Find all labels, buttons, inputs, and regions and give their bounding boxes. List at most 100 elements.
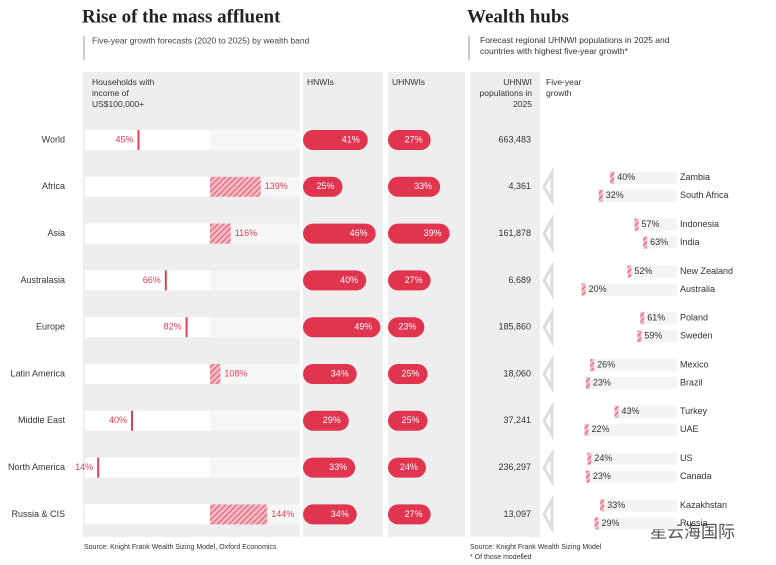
footnote: * Of those modelled <box>470 554 532 561</box>
bar <box>388 457 426 478</box>
bar <box>557 265 632 278</box>
value-label: 23% <box>593 377 611 387</box>
country-label: Turkey <box>680 406 708 416</box>
chevron <box>542 260 554 301</box>
column-header-box: HNWIs <box>307 77 334 87</box>
bar <box>557 359 595 371</box>
row-track <box>85 504 210 525</box>
row-track <box>85 317 210 338</box>
row-track <box>210 317 300 338</box>
subtitle: Forecast regional UHNWI populations in 2… <box>480 35 670 56</box>
category-label: Australasia <box>20 275 65 285</box>
value-label: 66% <box>143 275 161 285</box>
bar <box>210 223 231 244</box>
chevron <box>542 447 554 488</box>
bar <box>388 410 428 431</box>
category-label: Europe <box>36 322 65 332</box>
category-label: Middle East <box>18 415 66 425</box>
category-label: Latin America <box>10 368 65 378</box>
bar-tip <box>600 499 605 512</box>
bar-tip <box>581 283 586 296</box>
country-label: Indonesia <box>680 219 719 229</box>
bar-tip <box>640 312 645 325</box>
value-label: 39% <box>424 228 442 238</box>
country-label: Brazil <box>680 377 703 387</box>
bar <box>388 504 431 525</box>
chevron <box>542 307 554 347</box>
value-label: 139% <box>265 181 288 191</box>
value-label: 29% <box>601 518 619 528</box>
bar <box>388 270 431 291</box>
value-label: 27% <box>405 134 423 144</box>
bar <box>303 130 368 150</box>
chevron <box>542 167 554 207</box>
bar-tip <box>598 189 603 202</box>
value-label: 49% <box>354 322 372 332</box>
value-label: 34% <box>331 509 349 519</box>
row-track <box>210 130 300 150</box>
column-header: UHNWIs <box>392 77 426 87</box>
country-label: Australia <box>680 284 715 294</box>
bar-tip <box>585 470 590 483</box>
bar <box>557 283 586 296</box>
bar <box>388 176 441 197</box>
bar-tip <box>585 377 590 389</box>
column-header: Five-year growth <box>546 77 582 98</box>
bar <box>164 270 167 291</box>
chevron <box>542 494 554 535</box>
row-track <box>85 457 210 478</box>
value-label: 82% <box>164 322 182 332</box>
bar <box>388 317 425 338</box>
row-track <box>210 364 300 384</box>
value-label: 63% <box>650 237 668 247</box>
bar <box>557 517 599 530</box>
column-header-box: Five-year growth <box>546 77 582 98</box>
column-header-box: UHNWI populations in 2025 <box>479 77 532 109</box>
value-label: 32% <box>606 190 624 200</box>
population: 236,297 <box>498 462 531 472</box>
bar <box>137 130 140 150</box>
value-label: 33% <box>414 181 432 191</box>
country-label: New Zealand <box>680 266 733 276</box>
value-label: 26% <box>597 359 615 369</box>
bar-tip <box>637 330 642 343</box>
country-label: Mexico <box>680 359 709 369</box>
column-header: Households with income of US$100,000+ <box>92 77 155 109</box>
country-label: Kazakhstan <box>680 500 727 510</box>
country-label: Zambia <box>680 172 710 182</box>
population: 4,361 <box>508 181 531 191</box>
bar <box>557 377 590 389</box>
category-label: Asia <box>47 228 65 238</box>
value-label: 57% <box>642 219 660 229</box>
value-label: 40% <box>109 415 127 425</box>
row-track <box>210 410 300 431</box>
source: Source: Knight Frank Wealth Sizing Model <box>470 544 602 551</box>
value-label: 29% <box>323 415 341 425</box>
value-label: 45% <box>115 134 133 144</box>
bar <box>557 312 645 325</box>
country-label: Sweden <box>680 331 713 341</box>
value-label: 33% <box>607 500 625 510</box>
bar <box>557 452 592 465</box>
category-label: Africa <box>42 181 65 191</box>
value-label: 20% <box>589 284 607 294</box>
value-label: 25% <box>401 415 419 425</box>
bar <box>303 504 357 525</box>
bar <box>303 223 376 244</box>
bar-tip <box>590 359 595 371</box>
bar-tip <box>587 452 592 465</box>
column-header-box: UHNWIs <box>392 77 426 87</box>
value-label: 52% <box>634 266 652 276</box>
value-label: 59% <box>644 331 662 341</box>
country-label: South Africa <box>680 190 729 200</box>
value-label: 25% <box>401 368 419 378</box>
column-header: UHNWI populations in 2025 <box>479 77 532 109</box>
value-label: 23% <box>398 322 416 332</box>
country-label: India <box>680 237 700 247</box>
country-label: UAE <box>680 424 699 434</box>
chevron <box>542 401 554 441</box>
chevron <box>542 354 554 394</box>
value-label: 24% <box>594 453 612 463</box>
row-track <box>85 223 210 244</box>
bar <box>388 364 428 384</box>
